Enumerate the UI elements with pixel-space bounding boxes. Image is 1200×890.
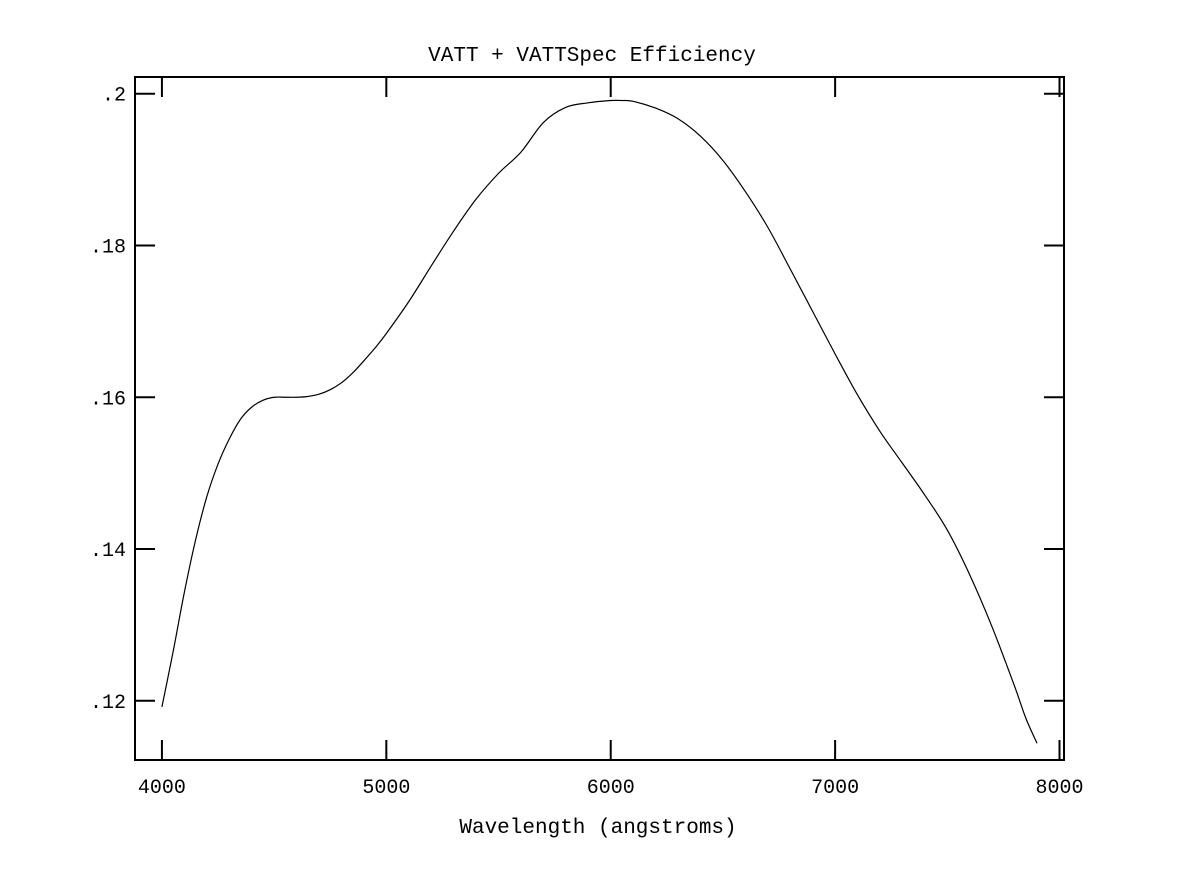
x-tick-label: 6000	[587, 777, 635, 800]
chart-title: VATT + VATTSpec Efficiency	[428, 45, 756, 68]
y-tick-label: .16	[90, 388, 126, 411]
x-tick-label: 7000	[811, 777, 859, 800]
plot-frame	[134, 76, 1065, 761]
tick-marks	[135, 77, 1064, 760]
x-tick-label: 4000	[138, 777, 186, 800]
y-tick-label: .18	[90, 236, 126, 259]
y-tick-label: .2	[102, 85, 126, 108]
x-axis-label: Wavelength (angstroms)	[459, 817, 736, 840]
y-tick-label: .12	[90, 692, 126, 715]
tick-labels: 4000 5000 6000 7000 8000 .12 .14 .16 .18 .2	[90, 85, 1084, 800]
efficiency-curve	[161, 99, 1038, 744]
x-tick-label: 5000	[362, 777, 410, 800]
x-tick-label: 8000	[1036, 777, 1084, 800]
y-tick-label: .14	[90, 540, 126, 563]
